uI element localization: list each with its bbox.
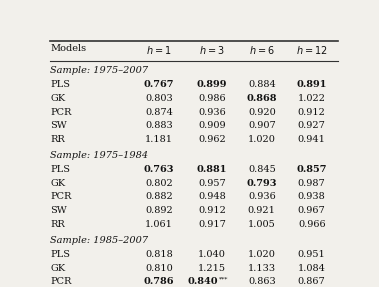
Text: 0.987: 0.987 [298, 179, 326, 188]
Text: 0.927: 0.927 [298, 121, 326, 130]
Text: 0.899: 0.899 [197, 80, 227, 89]
Text: 0.840: 0.840 [188, 277, 218, 286]
Text: 0.810: 0.810 [145, 263, 173, 273]
Text: PLS: PLS [50, 250, 70, 259]
Text: 0.907: 0.907 [248, 121, 276, 130]
Text: 0.803: 0.803 [145, 94, 173, 103]
Text: GK: GK [50, 263, 66, 273]
Text: 0.912: 0.912 [298, 108, 326, 117]
Text: 0.883: 0.883 [145, 121, 173, 130]
Text: 0.917: 0.917 [198, 220, 226, 229]
Text: 0.948: 0.948 [198, 193, 226, 201]
Text: $h=6$: $h=6$ [249, 44, 275, 56]
Text: SW: SW [50, 121, 67, 130]
Text: 0.912: 0.912 [198, 206, 226, 215]
Text: 0.966: 0.966 [298, 220, 326, 229]
Text: 0.868: 0.868 [247, 94, 277, 103]
Text: 0.986: 0.986 [198, 94, 226, 103]
Text: 0.867: 0.867 [298, 277, 326, 286]
Text: PCR: PCR [50, 108, 72, 117]
Text: 1.133: 1.133 [248, 263, 276, 273]
Text: 0.767: 0.767 [144, 80, 174, 89]
Text: 0.892: 0.892 [145, 206, 173, 215]
Text: 1.020: 1.020 [248, 135, 276, 144]
Text: $h=3$: $h=3$ [199, 44, 225, 56]
Text: 0.962: 0.962 [198, 135, 226, 144]
Text: 0.802: 0.802 [145, 179, 173, 188]
Text: Sample: 1975–2007: Sample: 1975–2007 [50, 67, 149, 75]
Text: 0.882: 0.882 [145, 193, 173, 201]
Text: 0.951: 0.951 [298, 250, 326, 259]
Text: 0.857: 0.857 [296, 165, 327, 174]
Text: $h=12$: $h=12$ [296, 44, 327, 56]
Text: 1.215: 1.215 [198, 263, 226, 273]
Text: PLS: PLS [50, 80, 70, 89]
Text: SW: SW [50, 206, 67, 215]
Text: 0.967: 0.967 [298, 206, 326, 215]
Text: 0.786: 0.786 [144, 277, 174, 286]
Text: 0.884: 0.884 [248, 80, 276, 89]
Text: 0.957: 0.957 [198, 179, 226, 188]
Text: 1.181: 1.181 [145, 135, 173, 144]
Text: 0.874: 0.874 [145, 108, 173, 117]
Text: 1.020: 1.020 [248, 250, 276, 259]
Text: $h=1$: $h=1$ [146, 44, 172, 56]
Text: 0.936: 0.936 [248, 193, 276, 201]
Text: 0.938: 0.938 [298, 193, 326, 201]
Text: GK: GK [50, 179, 66, 188]
Text: 0.909: 0.909 [198, 121, 226, 130]
Text: RR: RR [50, 220, 65, 229]
Text: PLS: PLS [50, 165, 70, 174]
Text: 1.040: 1.040 [198, 250, 226, 259]
Text: 0.941: 0.941 [298, 135, 326, 144]
Text: 0.793: 0.793 [247, 179, 277, 188]
Text: RR: RR [50, 135, 65, 144]
Text: 1.005: 1.005 [248, 220, 276, 229]
Text: 1.061: 1.061 [145, 220, 173, 229]
Text: PCR: PCR [50, 277, 72, 286]
Text: 0.863: 0.863 [248, 277, 276, 286]
Text: ***: *** [219, 276, 229, 281]
Text: 0.891: 0.891 [296, 80, 327, 89]
Text: 0.920: 0.920 [248, 108, 276, 117]
Text: 0.845: 0.845 [248, 165, 276, 174]
Text: 0.881: 0.881 [197, 165, 227, 174]
Text: 0.818: 0.818 [145, 250, 173, 259]
Text: 1.084: 1.084 [298, 263, 326, 273]
Text: PCR: PCR [50, 193, 72, 201]
Text: 1.022: 1.022 [298, 94, 326, 103]
Text: Models: Models [50, 44, 86, 53]
Text: Sample: 1975–1984: Sample: 1975–1984 [50, 151, 149, 160]
Text: GK: GK [50, 94, 66, 103]
Text: 0.936: 0.936 [198, 108, 226, 117]
Text: Sample: 1985–2007: Sample: 1985–2007 [50, 236, 149, 245]
Text: 0.763: 0.763 [144, 165, 174, 174]
Text: 0.921: 0.921 [248, 206, 276, 215]
